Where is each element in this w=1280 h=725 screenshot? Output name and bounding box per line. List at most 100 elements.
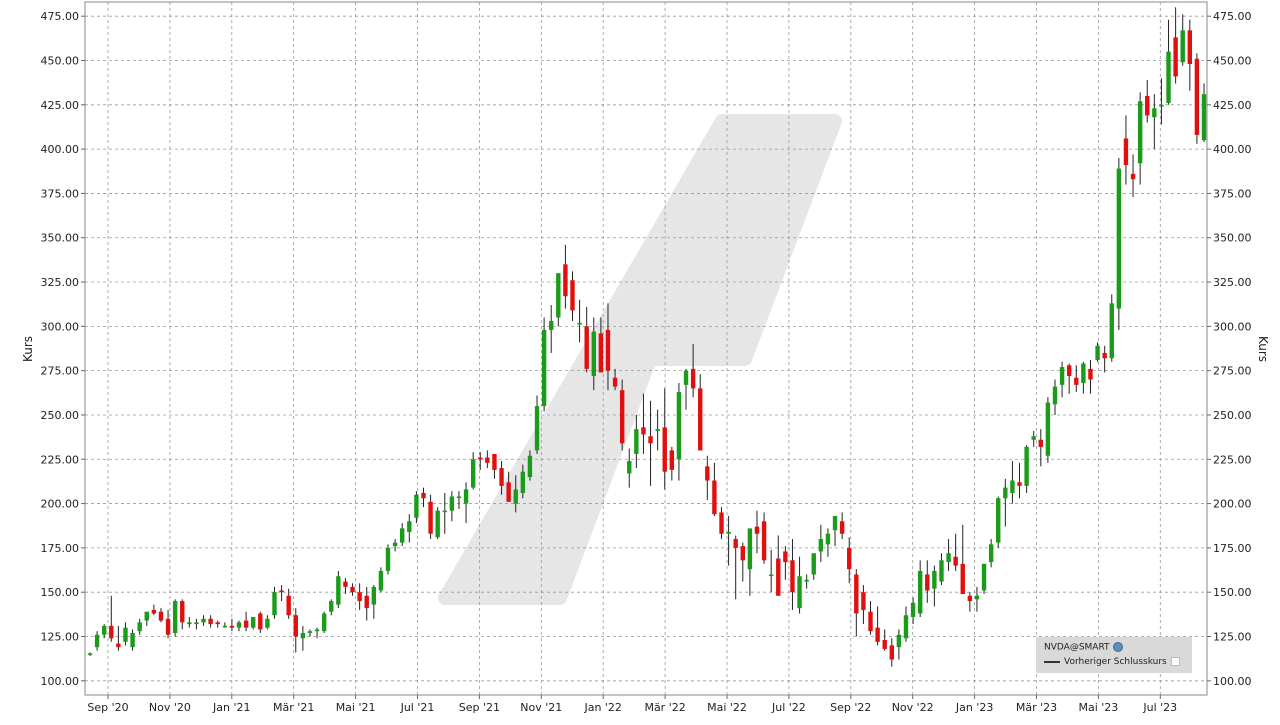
y-tick-label-left: 400.00 [41, 143, 80, 156]
candle-down [776, 535, 781, 596]
candle-up [250, 617, 256, 630]
candle-up [392, 539, 398, 552]
y-tick-label-right: 250.00 [1213, 409, 1252, 422]
plot-frame [84, 1, 1208, 696]
x-tick-label: Nov '22 [892, 701, 934, 714]
candle-up [1180, 14, 1185, 66]
candle-up [470, 452, 476, 490]
candle-up [797, 556, 802, 614]
candle-down [861, 585, 866, 625]
y-tick-label-left: 475.00 [41, 10, 80, 23]
candle-up [591, 317, 596, 391]
candle-body [996, 498, 1001, 543]
candle-body [1088, 368, 1093, 380]
candle-body [591, 331, 596, 376]
y-tick-label-right: 100.00 [1213, 675, 1252, 688]
candle-body [882, 640, 887, 649]
candle-body [286, 595, 291, 616]
legend-previous-close-row: Vorheriger Schlusskurs [1044, 657, 1180, 667]
candle-up [1031, 430, 1036, 447]
candle-up [932, 565, 937, 607]
y-tick-label-left: 425.00 [41, 99, 80, 112]
candle-up [939, 553, 944, 586]
candle-down [641, 393, 646, 454]
candle-up [1095, 342, 1100, 362]
candle-up [974, 586, 980, 612]
candle-body [932, 570, 937, 589]
y-tick-label-right: 350.00 [1213, 232, 1252, 245]
candle-body [456, 496, 462, 498]
candle-down [364, 586, 369, 621]
candle-body [825, 533, 831, 545]
candle-body [414, 494, 419, 518]
candle-down [180, 599, 185, 630]
candle-up [407, 514, 412, 543]
y-tick-label-right: 300.00 [1213, 320, 1252, 333]
candle-down [761, 512, 767, 564]
candle-body [385, 547, 391, 571]
candle-body [925, 574, 930, 591]
candle-up [1137, 92, 1143, 185]
candle-up [768, 549, 774, 593]
candle-down [279, 585, 284, 602]
candle-up [832, 515, 838, 547]
candle-up [435, 507, 440, 540]
candle-body [641, 427, 646, 435]
candle-body [563, 264, 568, 297]
candle-body [329, 601, 334, 612]
checkbox-icon [1170, 657, 1180, 666]
candle-body [314, 629, 320, 632]
candle-body [321, 613, 327, 632]
candle-up [456, 491, 462, 509]
candle-body [1201, 94, 1207, 141]
candle-body [960, 563, 965, 594]
candle-body [258, 613, 263, 630]
candle-up [130, 629, 135, 651]
candle-down [967, 592, 973, 612]
candle-down [1074, 365, 1079, 392]
candle-up [321, 611, 327, 633]
candle-down [584, 306, 589, 373]
candle-down [1130, 154, 1136, 197]
candle-body [513, 489, 518, 504]
candle-up [726, 515, 731, 566]
candle-up [527, 450, 533, 481]
x-tick-label: Jan '21 [212, 701, 250, 714]
x-tick-label: Sep '20 [87, 701, 128, 714]
candle-up [172, 599, 178, 637]
candle-body [109, 625, 114, 639]
candles [87, 7, 1207, 667]
candle-body [740, 546, 745, 561]
x-tick-label: Sep '22 [830, 701, 871, 714]
legend-symbol-label: NVDA@SMART [1044, 642, 1110, 653]
candle-down [925, 560, 930, 603]
candle-body [116, 643, 121, 648]
candle-up [300, 625, 306, 651]
x-tick-label: Nov '20 [149, 701, 191, 714]
candle-body [250, 617, 256, 628]
candle-up [123, 622, 128, 646]
candle-body [144, 611, 149, 621]
y-tick-label-left: 250.00 [41, 409, 80, 422]
candle-up [378, 567, 384, 593]
x-tick-label: Mär '21 [273, 701, 314, 714]
candle-body [506, 482, 511, 502]
candle-body [747, 528, 753, 570]
candle-body [1187, 30, 1193, 65]
candle-body [392, 542, 398, 547]
candle-down [208, 615, 213, 628]
candle-body [605, 329, 611, 371]
candle-body [1145, 95, 1150, 116]
candle-down [428, 494, 433, 540]
candle-down [619, 379, 625, 451]
candle-up [917, 560, 923, 618]
candle-up [385, 544, 391, 575]
candle-down [790, 539, 795, 610]
candle-up [541, 317, 547, 412]
y-tick-label-right: 450.00 [1213, 54, 1252, 67]
candle-body [768, 574, 774, 576]
candle-body [861, 592, 866, 610]
y-tick-label-right: 400.00 [1213, 143, 1252, 156]
candle-up [336, 570, 341, 609]
candle-up [549, 305, 554, 353]
